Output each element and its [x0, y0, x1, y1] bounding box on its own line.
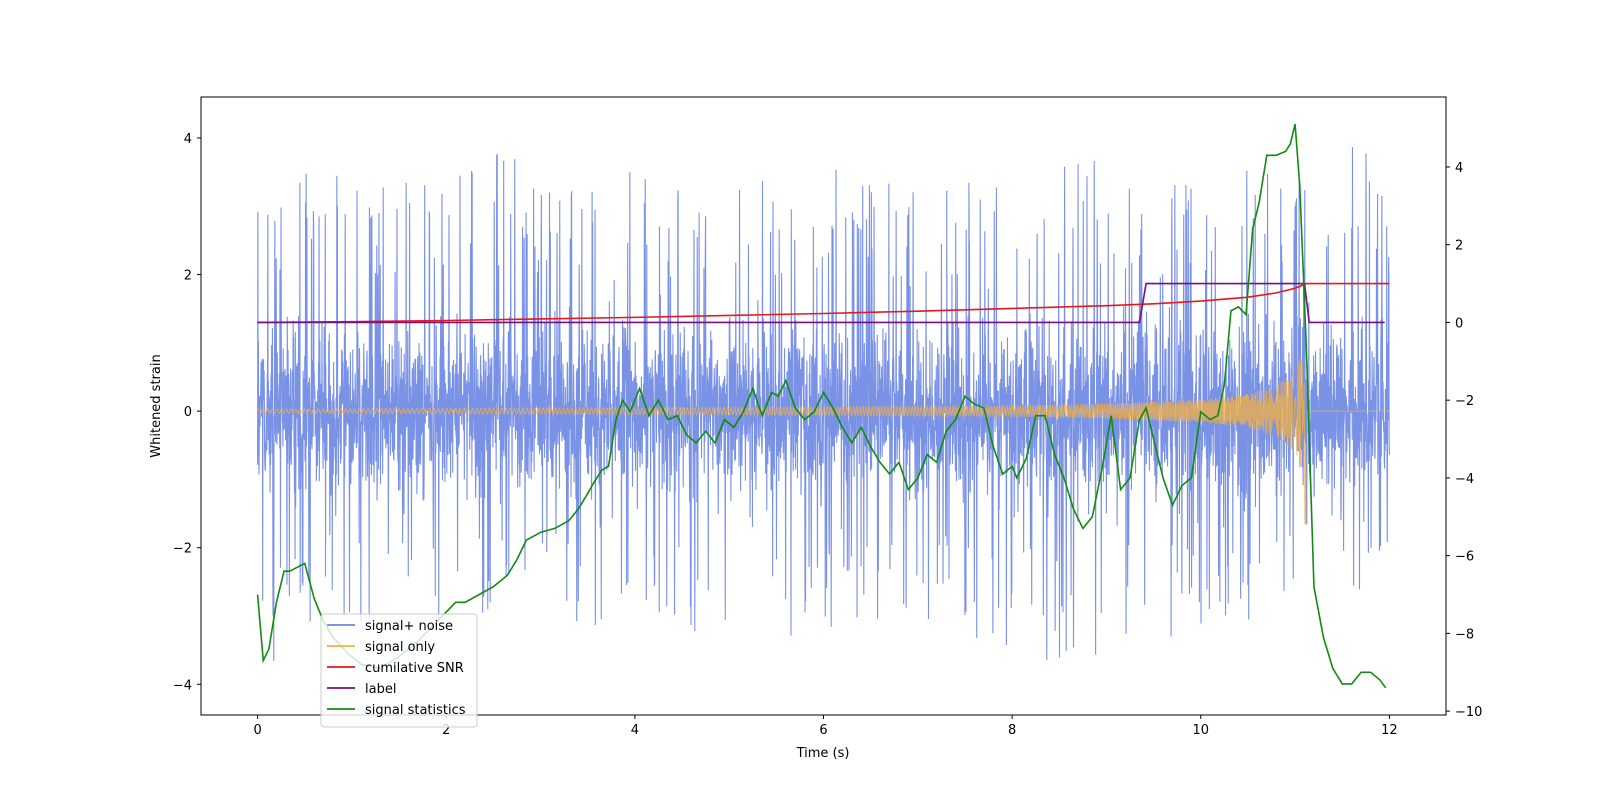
legend-label-label: label — [365, 682, 396, 697]
x-tick-label: 8 — [1008, 723, 1016, 738]
y-tick-label: 0 — [184, 405, 192, 420]
x-tick-label: 4 — [631, 723, 639, 738]
x-tick-label: 2 — [442, 723, 450, 738]
y-tick-label: −2 — [173, 542, 192, 557]
legend-box — [320, 613, 478, 728]
series-signal-statistics-line — [256, 124, 1387, 689]
y2-tick-label: −6 — [1455, 550, 1474, 565]
y-tick-label: −4 — [173, 678, 192, 693]
y-axis-label: Whitened strain — [149, 354, 164, 457]
x-tick-label: 12 — [1381, 723, 1398, 738]
x-axis-label: Time (s) — [796, 746, 850, 761]
legend-label-signal-only: signal only — [365, 640, 435, 655]
x-tick-label: 10 — [1192, 723, 1209, 738]
x-tick-label: 0 — [253, 723, 261, 738]
legend-label-signal-noise: signal+ noise — [365, 619, 453, 634]
series-label-line — [257, 282, 1385, 324]
legend: signal+ noise signal only cumilative SNR la… — [320, 613, 478, 728]
y2-tick-label: −10 — [1455, 705, 1482, 720]
y-axis-right: −10 −8 −6 −4 −2 0 2 4 — [1446, 161, 1482, 720]
series-signal-plus-noise-line — [257, 147, 1390, 661]
y-tick-label: 2 — [184, 269, 192, 284]
y2-tick-label: 4 — [1455, 161, 1463, 176]
y-axis-left: −4 −2 0 2 4 — [173, 132, 201, 693]
legend-label-signal-statistics: signal statistics — [365, 703, 466, 718]
series-cumilative-snr-line — [257, 282, 1390, 324]
y2-tick-label: 2 — [1455, 239, 1463, 254]
y-tick-label: 4 — [184, 132, 192, 147]
y2-tick-label: 0 — [1455, 316, 1463, 331]
y2-tick-label: −2 — [1455, 394, 1474, 409]
plot-area — [256, 124, 1390, 689]
legend-label-cumilative-snr: cumilative SNR — [365, 661, 464, 676]
x-tick-label: 6 — [819, 723, 827, 738]
y2-tick-label: −8 — [1455, 627, 1474, 642]
y2-tick-label: −4 — [1455, 472, 1474, 487]
series-signal-only-line — [257, 357, 1390, 525]
